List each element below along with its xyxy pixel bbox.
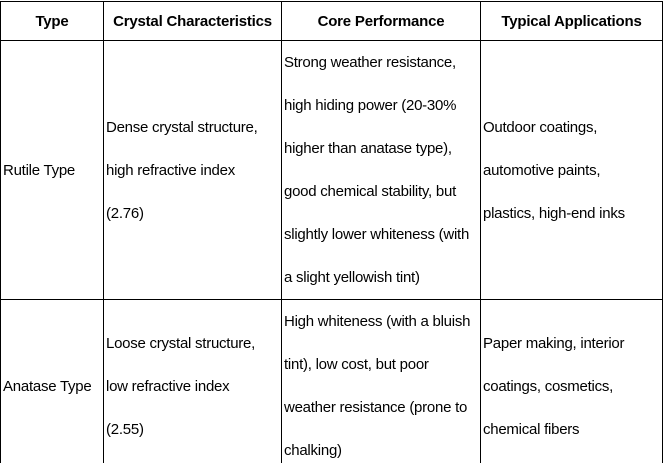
column-header-core-performance: Core Performance [281,1,481,41]
cell-core-performance: High whiteness (with a bluish tint), low… [281,299,481,463]
column-header-typical-applications: Typical Applications [480,1,663,41]
cell-typical-applications: Outdoor coatings, automotive paints, pla… [480,40,663,300]
cell-core-performance: Strong weather resistance, high hiding p… [281,40,481,300]
cell-crystal-characteristics: Loose crystal structure, low refractive … [103,299,282,463]
cell-type: Rutile Type [0,40,104,300]
column-header-type: Type [0,1,104,41]
table-row-rutile: Rutile Type Dense crystal structure, hig… [0,40,663,300]
cell-typical-applications: Paper making, interior coatings, cosmeti… [480,299,663,463]
cell-type: Anatase Type [0,299,104,463]
header-row: Type Crystal Characteristics Core Perfor… [0,1,663,41]
table-row-anatase: Anatase Type Loose crystal structure, lo… [0,299,663,463]
column-header-crystal-characteristics: Crystal Characteristics [103,1,282,41]
cell-crystal-characteristics: Dense crystal structure, high refractive… [103,40,282,300]
